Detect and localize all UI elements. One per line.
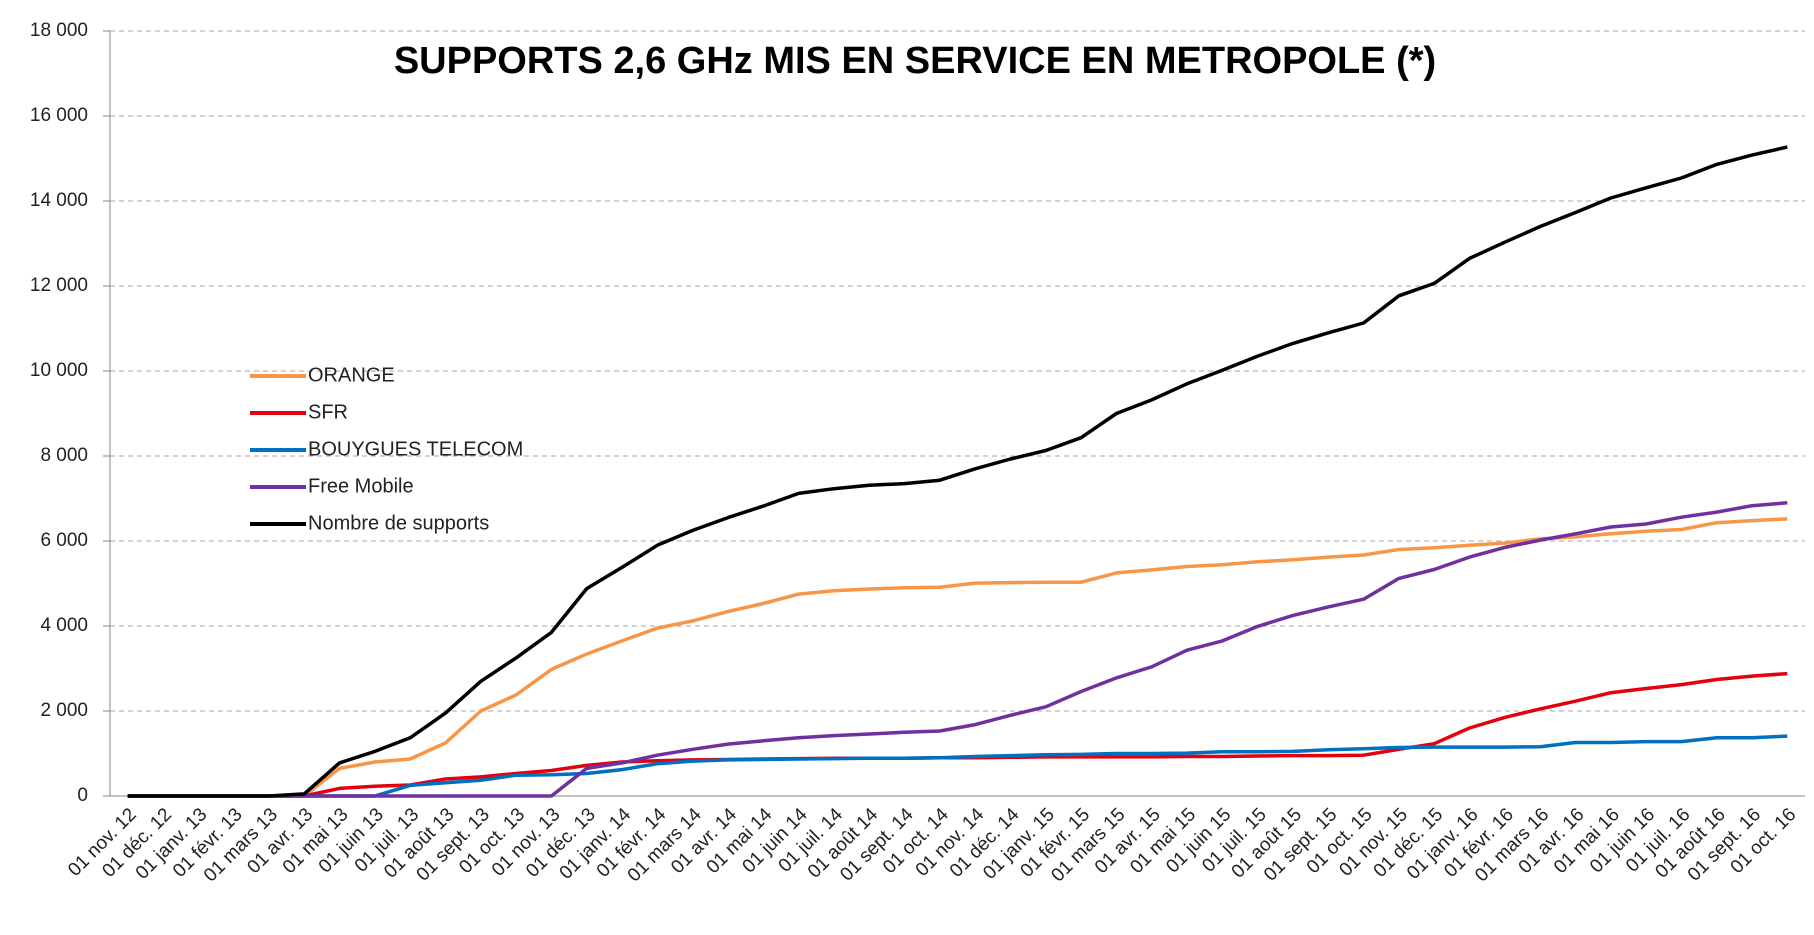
legend-label: SFR <box>308 401 348 423</box>
legend-label: BOUYGUES TELECOM <box>308 438 523 460</box>
y-tick-label: 14 000 <box>30 190 88 211</box>
series-line <box>127 671 1788 798</box>
series-line <box>127 145 1788 798</box>
legend-label: Nombre de supports <box>308 512 489 534</box>
y-tick-label: 8 000 <box>40 445 88 466</box>
y-tick-label: 16 000 <box>30 105 88 126</box>
series-line <box>127 517 1788 798</box>
legend-label: ORANGE <box>308 364 395 386</box>
series-line <box>127 734 1788 798</box>
y-tick-label: 6 000 <box>40 530 88 551</box>
y-tick-label: 10 000 <box>30 360 88 381</box>
y-tick-label: 18 000 <box>30 20 88 41</box>
y-tick-label: 2 000 <box>40 700 88 721</box>
legend-label: Free Mobile <box>308 475 414 497</box>
series-line <box>127 501 1788 798</box>
chart-title: SUPPORTS 2,6 GHz MIS EN SERVICE EN METRO… <box>394 40 1436 82</box>
y-tick-label: 12 000 <box>30 275 88 296</box>
y-tick-label: 0 <box>77 785 88 806</box>
y-tick-label: 4 000 <box>40 615 88 636</box>
